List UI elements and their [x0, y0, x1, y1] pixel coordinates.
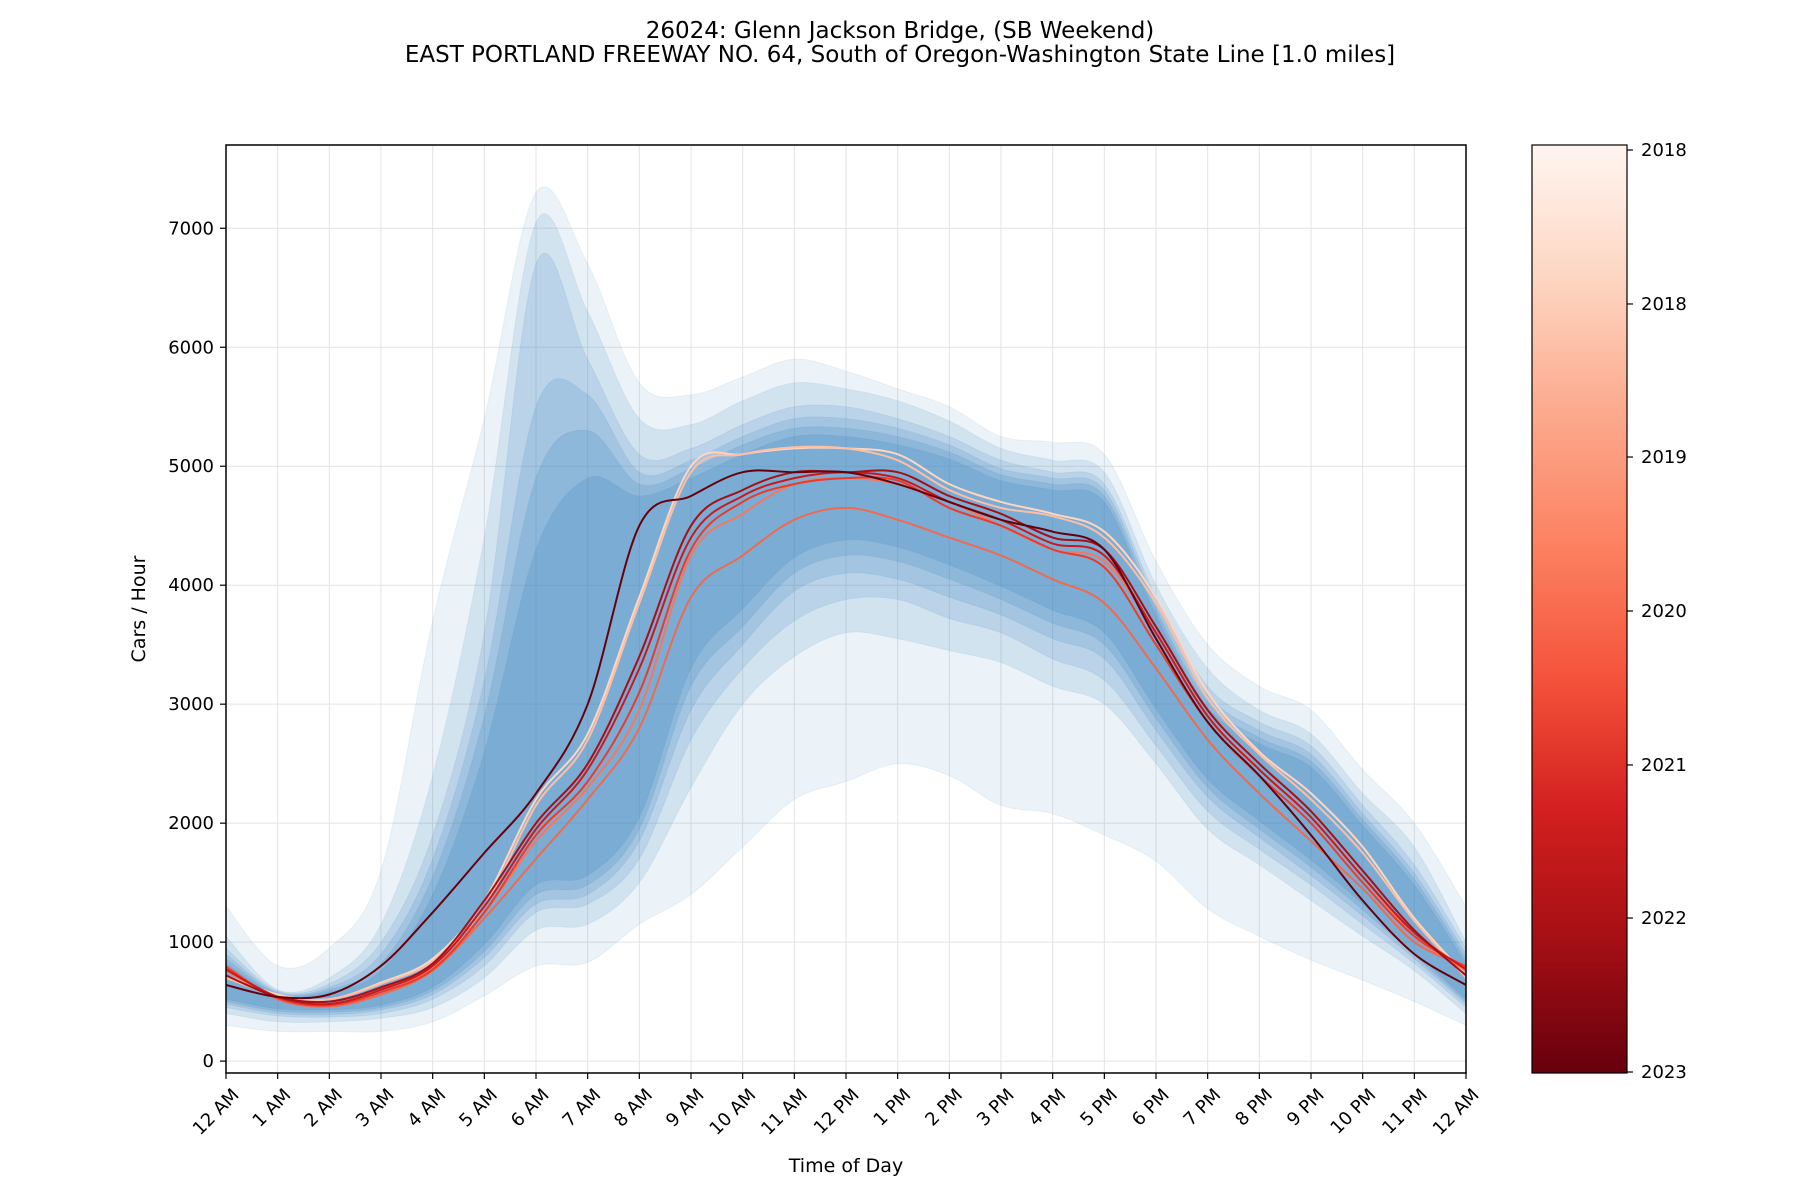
y-tick-label: 1000	[168, 932, 214, 953]
x-tick-label: 9 AM	[662, 1085, 709, 1132]
colorbar	[1531, 144, 1628, 1074]
series-layer	[226, 445, 1466, 1008]
colorbar-tick-label: 2018	[1641, 294, 1687, 315]
x-tick-label: 6 PM	[1128, 1085, 1174, 1131]
series-line	[226, 445, 1466, 1001]
x-tick-label: 3 AM	[352, 1085, 399, 1132]
percentile-band	[226, 252, 1466, 1018]
chart-title: 26024: Glenn Jackson Bridge, (SB Weekend…	[645, 18, 1155, 44]
percentile-band	[226, 186, 1466, 1033]
colorbar-tick-label: 2021	[1641, 755, 1687, 776]
x-tick-label: 9 PM	[1283, 1085, 1329, 1131]
x-tick-label: 10 AM	[705, 1085, 760, 1140]
x-tick-label: 12 PM	[810, 1085, 864, 1139]
y-tick-label: 2000	[168, 813, 214, 834]
x-tick-label: 5 AM	[455, 1085, 502, 1132]
x-tick-label: 8 PM	[1231, 1085, 1277, 1131]
x-tick-label: 3 PM	[973, 1085, 1019, 1131]
series-line	[226, 469, 1466, 1000]
x-tick-label: 12 AM	[1429, 1085, 1484, 1140]
percentile-band	[226, 426, 1466, 1014]
colorbar-tick-label: 2020	[1641, 601, 1687, 622]
x-axis-ticks: 12 AM 1 AM 2 AM 3 AM 4 AM 5 AM 6 AM 7 AM 8 AM 9 A…	[189, 1073, 1484, 1140]
x-tick-label: 1 AM	[249, 1085, 296, 1132]
y-tick-label: 5000	[168, 456, 214, 477]
x-tick-label: 2 AM	[300, 1085, 347, 1132]
chart-subtitle: EAST PORTLAND FREEWAY NO. 64, South of O…	[404, 42, 1396, 68]
colorbar-tick-label: 2018	[1641, 140, 1687, 161]
y-tick-label: 3000	[168, 694, 214, 715]
percentile-band	[226, 213, 1466, 1024]
y-tick-label: 7000	[168, 218, 214, 239]
band-layer	[226, 186, 1466, 1033]
y-tick-label: 4000	[168, 575, 214, 596]
x-tick-label: 7 PM	[1180, 1085, 1226, 1131]
x-tick-label: 11 AM	[757, 1085, 812, 1140]
x-axis-label: Time of Day	[788, 1155, 903, 1177]
grid-lines	[225, 145, 1467, 1073]
x-tick-label: 7 AM	[559, 1085, 606, 1132]
x-tick-label: 1 PM	[870, 1085, 916, 1131]
colorbar-ticks: 2018 2018 2019 2020 2021 2022 2023	[1627, 140, 1687, 1083]
series-line	[226, 506, 1466, 1008]
y-tick-label: 0	[203, 1051, 214, 1072]
x-tick-label: 10 PM	[1326, 1085, 1380, 1139]
x-tick-label: 2 PM	[921, 1085, 967, 1131]
x-tick-label: 8 AM	[610, 1085, 657, 1132]
percentile-band	[226, 434, 1466, 1011]
x-tick-label: 11 PM	[1378, 1085, 1432, 1139]
colorbar-tick-label: 2022	[1641, 908, 1687, 929]
x-tick-label: 5 PM	[1076, 1085, 1122, 1131]
percentile-band	[226, 378, 1466, 1016]
y-tick-label: 6000	[168, 337, 214, 358]
x-tick-label: 4 PM	[1025, 1085, 1071, 1131]
x-tick-label: 12 AM	[189, 1085, 244, 1140]
colorbar-tick-label: 2023	[1641, 1062, 1687, 1083]
x-tick-label: 4 AM	[404, 1085, 451, 1132]
y-axis-label: Cars / Hour	[128, 555, 150, 662]
colorbar-tick-label: 2019	[1641, 447, 1687, 468]
x-tick-label: 6 AM	[507, 1085, 554, 1132]
y-axis-ticks: 0 1000 2000 3000 4000 5000 6000 7000	[168, 218, 226, 1072]
